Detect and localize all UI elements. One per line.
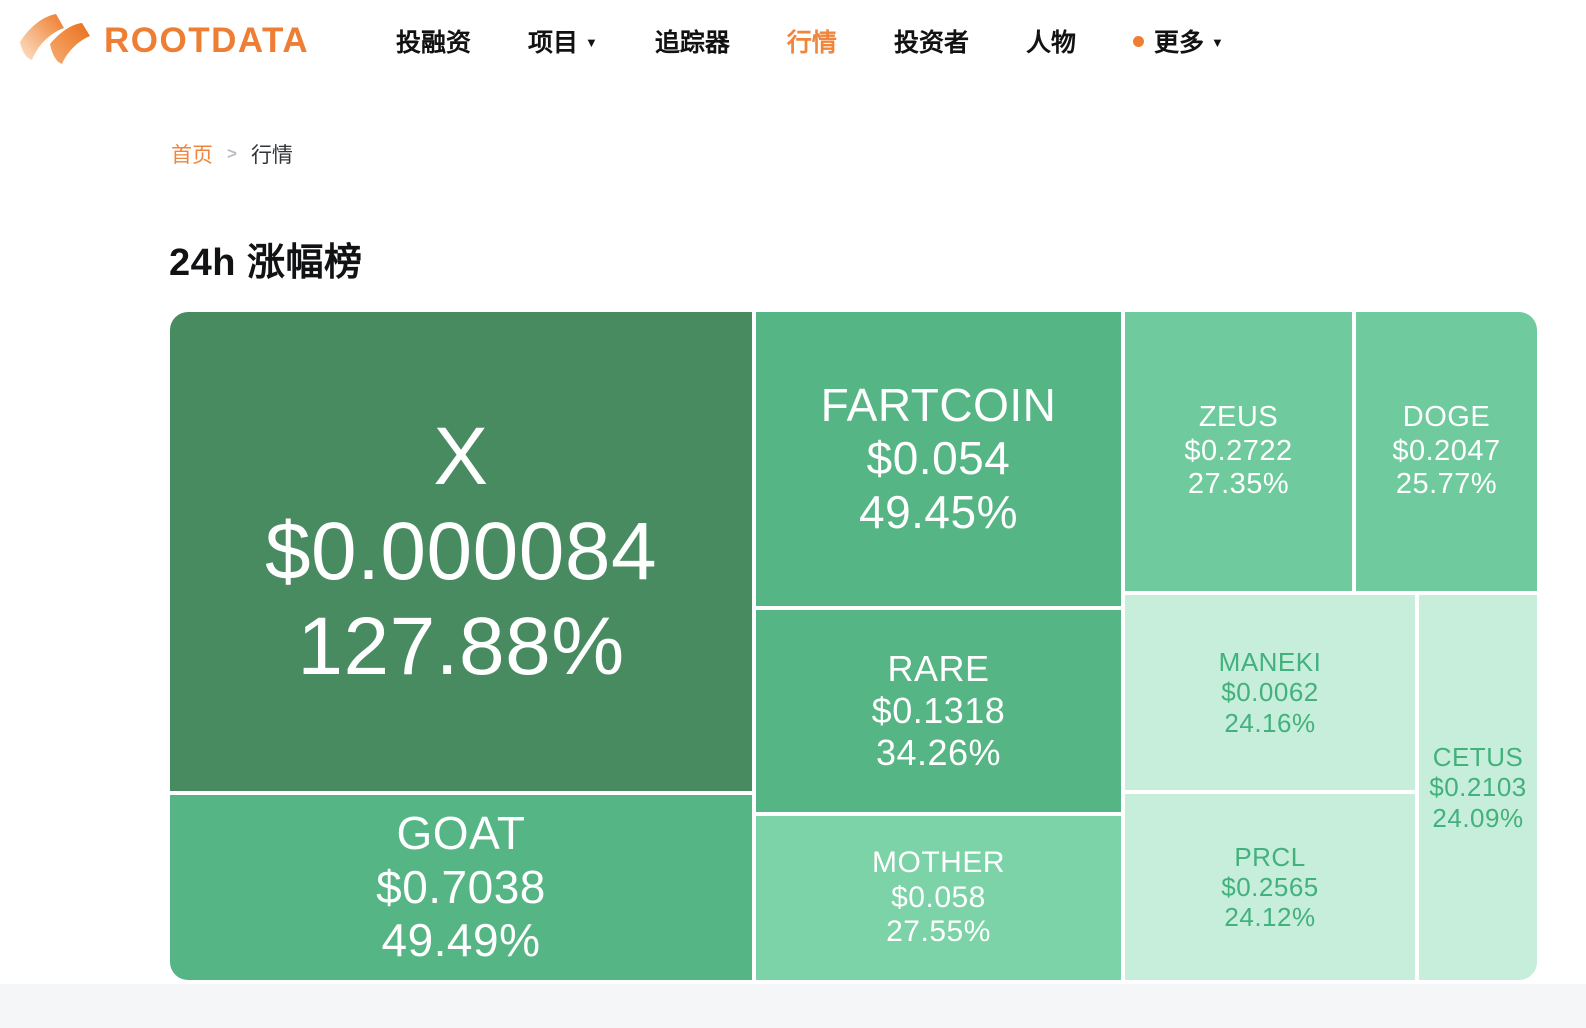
- tile-change: 24.09%: [1432, 802, 1524, 833]
- tile-change: 49.49%: [381, 914, 541, 967]
- nav-item-markets[interactable]: 行情: [786, 29, 837, 57]
- tile-change: 24.12%: [1224, 902, 1316, 933]
- nav-item-fundraising[interactable]: 投融资: [396, 29, 472, 57]
- tile-symbol: FARTCOIN: [820, 378, 1057, 431]
- treemap-tile-doge[interactable]: DOGE $0.2047 25.77%: [1356, 312, 1537, 591]
- page-title: 24h 涨幅榜: [169, 242, 363, 284]
- rootdata-logo[interactable]: ROOTDATA: [14, 8, 309, 74]
- tile-price: $0.2722: [1184, 434, 1293, 467]
- tile-symbol: X: [433, 410, 489, 502]
- tile-change: 25.77%: [1395, 468, 1498, 501]
- breadcrumb: 首页 > 行情: [171, 139, 293, 169]
- main-nav: 投融资 项目 ▼ 追踪器 行情 投资者 人物 更多 ▼: [396, 0, 1224, 82]
- tile-price: $0.054: [866, 432, 1011, 485]
- rootdata-logo-text: ROOTDATA: [104, 21, 310, 60]
- treemap-tile-mother[interactable]: MOTHER $0.058 27.55%: [756, 816, 1121, 980]
- treemap-tile-zeus[interactable]: ZEUS $0.2722 27.35%: [1125, 312, 1352, 591]
- treemap-tile-maneki[interactable]: MANEKI $0.0062 24.16%: [1125, 595, 1415, 790]
- tile-price: $0.7038: [376, 860, 546, 913]
- tile-price: $0.0062: [1221, 677, 1319, 708]
- tile-change: 34.26%: [875, 731, 1002, 773]
- treemap-tile-x[interactable]: X $0.000084 127.88%: [170, 312, 752, 791]
- tile-price: $0.1318: [871, 690, 1006, 732]
- tile-price: $0.2047: [1392, 434, 1501, 467]
- new-badge-dot: [1132, 35, 1144, 47]
- nav-item-tracker[interactable]: 追踪器: [654, 29, 730, 57]
- treemap-tile-goat[interactable]: GOAT $0.7038 49.49%: [170, 795, 752, 980]
- tile-change: 127.88%: [297, 601, 625, 693]
- chevron-down-icon: ▼: [1210, 34, 1224, 50]
- treemap-tile-rare[interactable]: RARE $0.1318 34.26%: [756, 610, 1121, 812]
- tile-symbol: MOTHER: [872, 845, 1005, 879]
- tile-symbol: RARE: [887, 648, 990, 690]
- rootdata-logo-icon: [14, 8, 98, 74]
- tile-symbol: ZEUS: [1198, 401, 1279, 434]
- breadcrumb-current: 行情: [250, 144, 293, 167]
- tile-change: 27.55%: [886, 915, 991, 949]
- treemap-tile-fartcoin[interactable]: FARTCOIN $0.054 49.45%: [756, 312, 1121, 606]
- tile-symbol: DOGE: [1402, 401, 1491, 434]
- breadcrumb-home-link[interactable]: 首页: [171, 144, 213, 167]
- nav-item-investors[interactable]: 投资者: [893, 29, 969, 57]
- chevron-down-icon: ▼: [585, 34, 598, 50]
- top-navbar: ROOTDATA 投融资 项目 ▼ 追踪器 行情 投资者 人物 更多 ▼: [0, 0, 1586, 82]
- tile-symbol: PRCL: [1234, 841, 1306, 872]
- tile-change: 24.16%: [1224, 707, 1316, 738]
- tile-price: $0.000084: [264, 505, 658, 597]
- nav-item-more[interactable]: 更多 ▼: [1132, 23, 1224, 59]
- nav-item-projects[interactable]: 项目 ▼: [528, 29, 598, 57]
- gainers-treemap: X $0.000084 127.88% GOAT $0.7038 49.49% FARTCO…: [170, 312, 1537, 980]
- tile-price: $0.058: [891, 880, 986, 914]
- nav-item-people[interactable]: 人物: [1025, 29, 1076, 57]
- treemap-tile-cetus[interactable]: CETUS $0.2103 24.09%: [1419, 595, 1537, 980]
- tile-symbol: CETUS: [1432, 742, 1524, 773]
- tile-symbol: GOAT: [396, 807, 526, 860]
- tile-symbol: MANEKI: [1218, 647, 1322, 678]
- tile-change: 49.45%: [858, 485, 1018, 538]
- breadcrumb-separator: >: [227, 144, 237, 163]
- tile-price: $0.2103: [1429, 772, 1527, 803]
- footer-background-strip: [0, 984, 1586, 1028]
- tile-price: $0.2565: [1221, 871, 1319, 902]
- tile-change: 27.35%: [1187, 468, 1290, 501]
- treemap-tile-prcl[interactable]: PRCL $0.2565 24.12%: [1125, 794, 1415, 980]
